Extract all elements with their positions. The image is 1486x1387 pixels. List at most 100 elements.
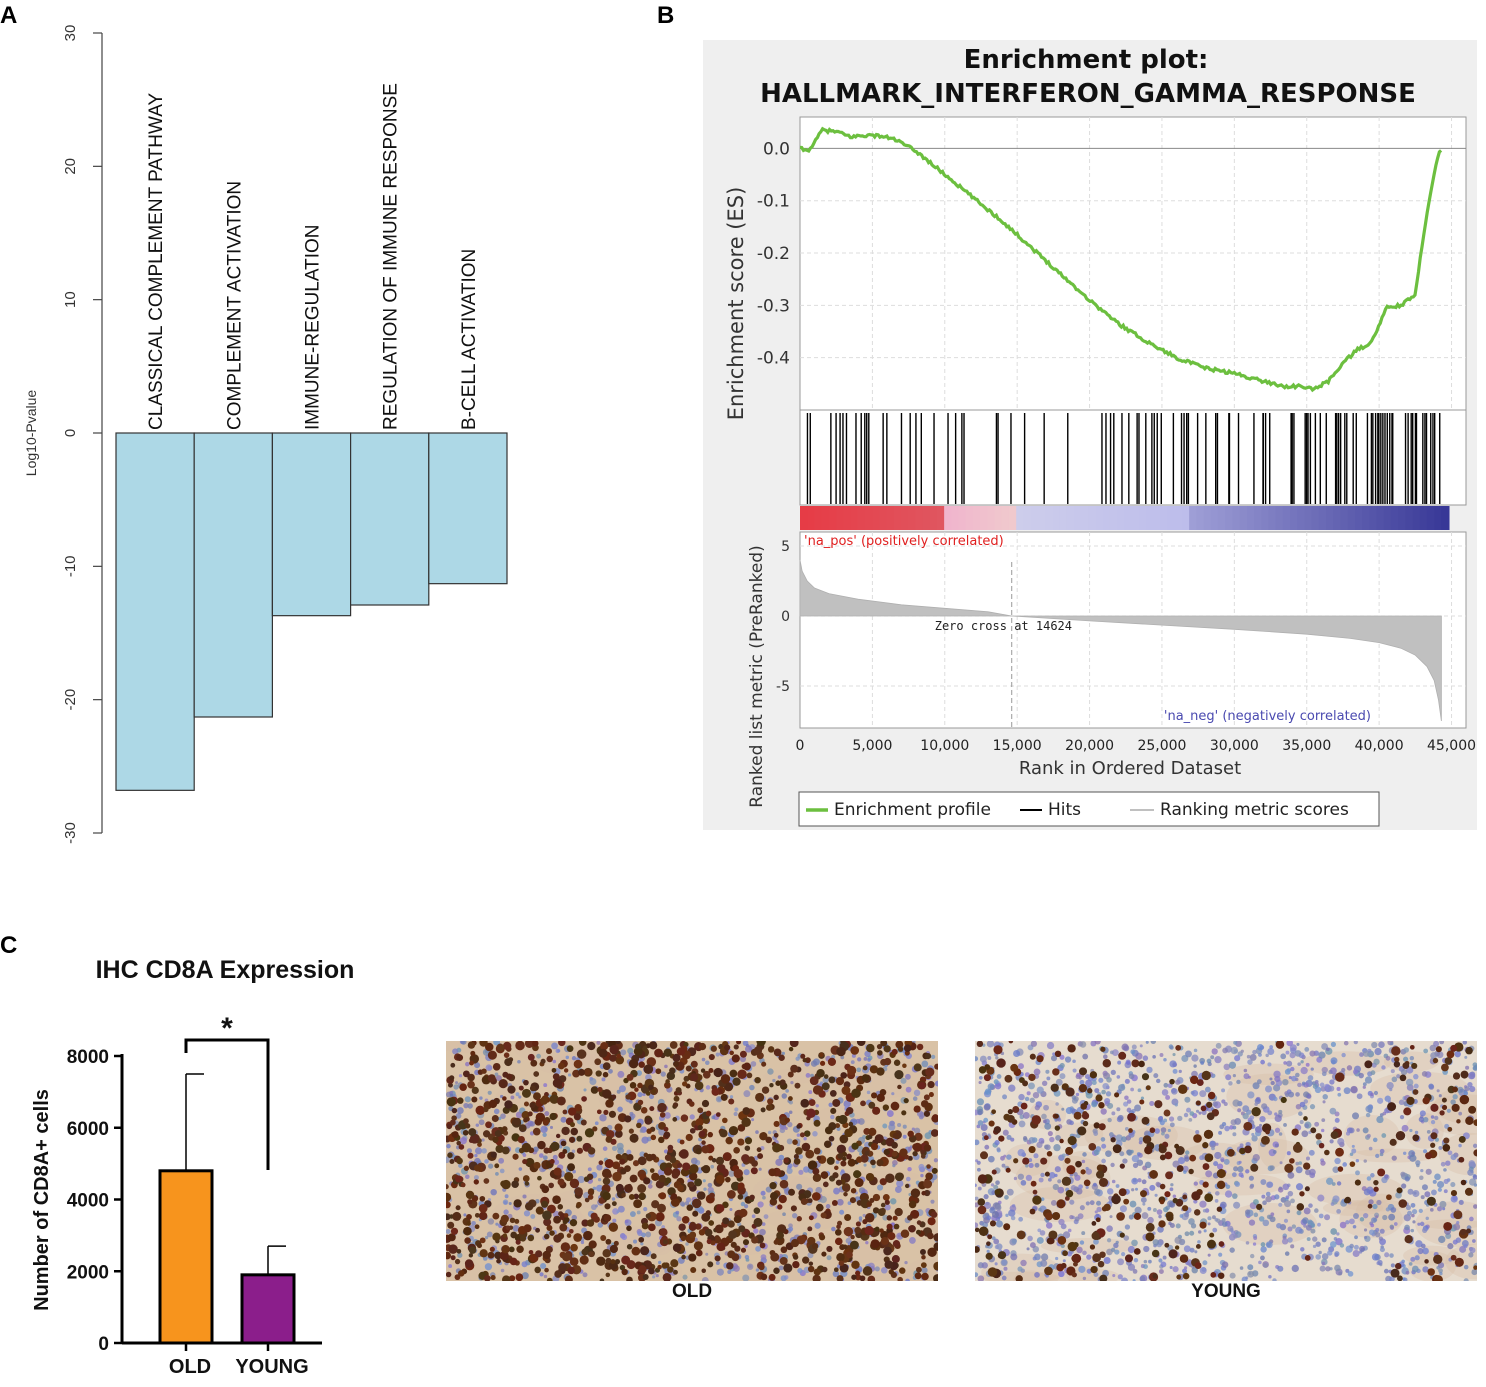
b-color-bar-cell [1426, 506, 1436, 530]
micrograph-cd8-cell [891, 1048, 898, 1055]
micrograph-cd8-cell [920, 1249, 926, 1255]
micrograph-nucleus [1370, 1173, 1375, 1178]
micrograph-nucleus [1059, 1073, 1066, 1080]
micrograph-cd8-cell [629, 1082, 637, 1089]
micrograph-cd8-cell [578, 1068, 586, 1076]
micrograph-nucleus [1363, 1235, 1368, 1240]
micrograph-nucleus [1272, 1278, 1277, 1281]
micrograph-cd8-cell [761, 1086, 770, 1094]
micrograph-cd8-cell [1071, 1254, 1079, 1262]
micrograph-cd8-cell [991, 1109, 997, 1115]
micrograph-nucleus [1351, 1144, 1355, 1148]
micrograph-cd8-cell [730, 1241, 737, 1248]
micrograph-nucleus [1366, 1133, 1371, 1138]
micrograph-cd8-cell [586, 1219, 595, 1227]
micrograph-cd8-cell [976, 1041, 984, 1048]
micrograph-nucleus [475, 1123, 480, 1127]
micrograph-nucleus [474, 1147, 483, 1155]
micrograph-nucleus [1026, 1247, 1030, 1251]
micrograph-nucleus [1054, 1166, 1061, 1173]
micrograph-nucleus [1390, 1226, 1394, 1230]
micrograph-nucleus [1001, 1163, 1006, 1168]
micrograph-cd8-cell [1458, 1156, 1465, 1163]
b-es-y-axis-label: Enrichment score (ES) [724, 187, 748, 421]
micrograph-cd8-cell [667, 1266, 674, 1273]
micrograph-cd8-cell [1103, 1203, 1111, 1211]
micrograph-cd8-cell [541, 1200, 549, 1208]
b-color-bar-cell [1333, 506, 1342, 530]
micrograph-cd8-cell [1404, 1235, 1413, 1244]
micrograph-cd8-cell [1256, 1203, 1263, 1210]
micrograph-nucleus [1432, 1179, 1437, 1184]
micrograph-cd8-cell [474, 1212, 480, 1218]
micrograph-cd8-cell [672, 1053, 681, 1062]
micrograph-nucleus [1321, 1118, 1326, 1122]
micrograph-nucleus [1317, 1194, 1325, 1202]
micrograph-cd8-cell [663, 1126, 669, 1132]
micrograph-nucleus [767, 1130, 772, 1135]
b-color-bar-cell [1275, 506, 1284, 530]
micrograph-nucleus [985, 1201, 990, 1206]
micrograph-cd8-cell [1131, 1059, 1140, 1068]
micrograph-nucleus [1437, 1206, 1443, 1212]
micrograph-nucleus [1017, 1266, 1023, 1272]
micrograph-cd8-cell [773, 1120, 780, 1128]
micrograph-nucleus [1167, 1128, 1171, 1133]
micrograph-cd8-cell [621, 1255, 631, 1265]
micrograph-cd8-cell [647, 1223, 656, 1232]
micrograph-nucleus [1365, 1112, 1371, 1118]
micrograph-nucleus [1078, 1184, 1083, 1190]
micrograph-cd8-cell [626, 1154, 634, 1161]
micrograph-cd8-cell [1396, 1187, 1403, 1194]
micrograph-nucleus [743, 1090, 751, 1098]
micrograph-nucleus [640, 1242, 644, 1246]
micrograph-nucleus [1061, 1153, 1066, 1158]
micrograph-cd8-cell [894, 1070, 904, 1080]
micrograph-nucleus [1131, 1154, 1140, 1163]
micrograph-nucleus [1076, 1246, 1083, 1254]
micrograph-cd8-cell [519, 1235, 527, 1242]
micrograph-cd8-cell [1174, 1245, 1180, 1250]
micrograph-cd8-cell [638, 1265, 647, 1274]
micrograph-nucleus [1030, 1041, 1038, 1047]
micrograph-nucleus [1405, 1270, 1410, 1275]
micrograph-cd8-cell [751, 1236, 759, 1244]
micrograph-cd8-cell [851, 1088, 861, 1099]
micrograph-nucleus [1162, 1255, 1167, 1260]
micrograph-nucleus [1169, 1187, 1174, 1192]
micrograph-cd8-cell [523, 1224, 532, 1233]
b-color-bar-cell [1441, 506, 1450, 530]
micrograph-nucleus [1368, 1199, 1374, 1205]
micrograph-cd8-cell [509, 1275, 516, 1281]
micrograph-nucleus [787, 1163, 793, 1169]
micrograph-nucleus [1222, 1047, 1228, 1054]
micrograph-nucleus [1094, 1188, 1101, 1196]
micrograph-cd8-cell [621, 1268, 628, 1276]
micrograph-nucleus [1126, 1099, 1132, 1104]
micrograph-cd8-cell [600, 1235, 607, 1242]
micrograph-nucleus [1193, 1199, 1198, 1204]
micrograph-cd8-cell [836, 1144, 846, 1154]
micrograph-nucleus [772, 1078, 776, 1083]
micrograph-cd8-cell [915, 1229, 921, 1235]
micrograph-nucleus [924, 1132, 932, 1140]
micrograph-cd8-cell [1152, 1273, 1158, 1279]
micrograph-cd8-cell [665, 1177, 672, 1184]
micrograph-cd8-cell [542, 1210, 552, 1221]
micrograph-cd8-cell [847, 1065, 857, 1076]
micrograph-nucleus [1229, 1125, 1234, 1130]
micrograph-cd8-cell [902, 1063, 907, 1068]
micrograph-nucleus [1352, 1224, 1357, 1229]
micrograph-cd8-cell [619, 1158, 626, 1165]
micrograph-nucleus [1185, 1150, 1190, 1155]
micrograph-cd8-cell [1083, 1179, 1091, 1187]
micrograph-nucleus [1332, 1166, 1340, 1174]
micrograph-nucleus [1243, 1073, 1250, 1080]
micrograph-nucleus [1363, 1228, 1368, 1232]
micrograph-nucleus [1150, 1041, 1157, 1044]
micrograph-cd8-cell [1425, 1152, 1433, 1160]
micrograph-cd8-cell [727, 1250, 736, 1259]
micrograph-cd8-cell [805, 1149, 815, 1159]
micrograph-cd8-cell [680, 1114, 689, 1122]
micrograph-nucleus [1044, 1122, 1052, 1130]
